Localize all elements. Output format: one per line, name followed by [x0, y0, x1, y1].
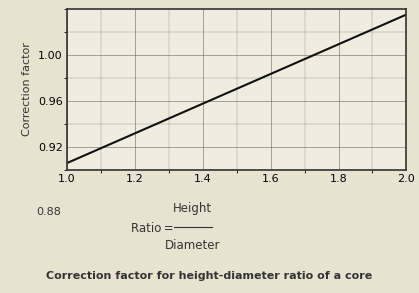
Text: Height: Height [173, 202, 212, 215]
Text: Diameter: Diameter [165, 239, 220, 252]
Text: 0.88: 0.88 [36, 207, 61, 217]
Text: Ratio =: Ratio = [131, 222, 176, 235]
Text: Correction factor for height-diameter ratio of a core: Correction factor for height-diameter ra… [47, 271, 372, 281]
Y-axis label: Correction factor: Correction factor [23, 42, 32, 136]
